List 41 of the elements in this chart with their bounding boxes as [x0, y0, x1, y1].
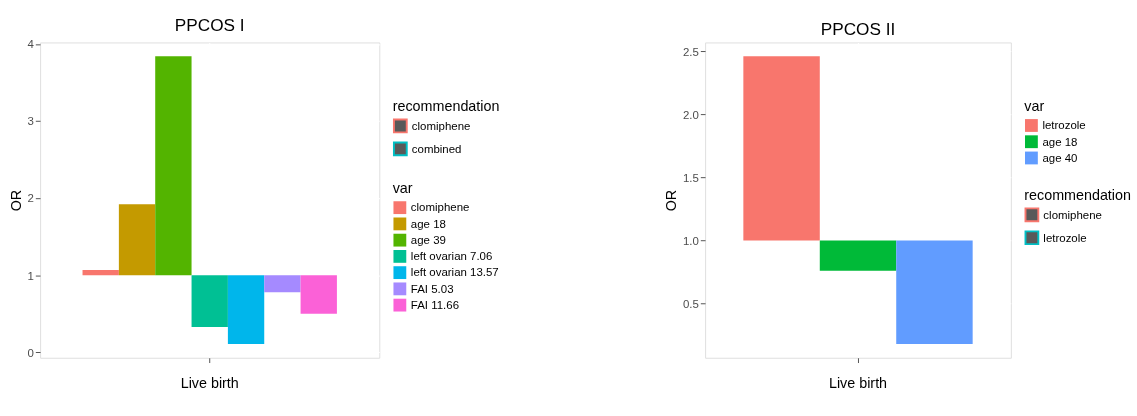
y-tick-label: 4	[27, 38, 35, 51]
bar	[155, 56, 192, 276]
legend-label: letrozole	[1043, 231, 1087, 244]
y-tick-label: 3	[27, 115, 34, 128]
legend-label: FAI 11.66	[410, 298, 460, 311]
bar	[191, 275, 228, 327]
y-tick-label: 2.0	[683, 108, 699, 121]
y-tick-label: 1.5	[683, 171, 699, 184]
y-tick-label: 0	[27, 346, 34, 359]
bar	[264, 275, 301, 293]
y-axis-title: OR	[7, 189, 24, 212]
legend-label: clomiphene	[410, 201, 470, 214]
bar	[82, 269, 119, 276]
x-tick-label: Live birth	[828, 374, 888, 391]
legend-label: combined	[411, 142, 462, 155]
y-tick-label: 2.5	[683, 45, 699, 58]
legend-label: age 18	[410, 217, 446, 230]
y-tick-label: 2	[27, 192, 34, 205]
legend-label: left ovarian 7.06	[410, 250, 493, 263]
y-tick-label: 1.0	[683, 234, 699, 247]
legend-label: age 40	[1042, 151, 1078, 164]
bar	[118, 204, 156, 276]
y-tick-label: 1	[27, 269, 34, 282]
x-tick-label: Live birth	[180, 374, 239, 391]
text: var	[392, 179, 413, 196]
y-tick-label: 0.5	[683, 297, 699, 310]
legend-label: age 39	[410, 233, 446, 246]
legend-label: age 18	[1042, 135, 1078, 148]
bar	[227, 275, 265, 344]
legend-label: clomiphene	[1043, 208, 1102, 221]
legend-label: letrozole	[1042, 119, 1086, 132]
text: recommendation	[392, 97, 500, 114]
text: recommendation	[1024, 186, 1131, 203]
legend-label: FAI 5.03	[410, 282, 454, 295]
bar	[300, 275, 337, 314]
legend-label: left ovarian 13.57	[410, 266, 499, 279]
legend-label: clomiphene	[411, 119, 471, 132]
y-axis-title: OR	[663, 189, 680, 212]
text: var	[1024, 97, 1045, 114]
chart-title: PPCOS I	[174, 14, 245, 35]
chart-title: PPCOS II	[820, 18, 896, 39]
